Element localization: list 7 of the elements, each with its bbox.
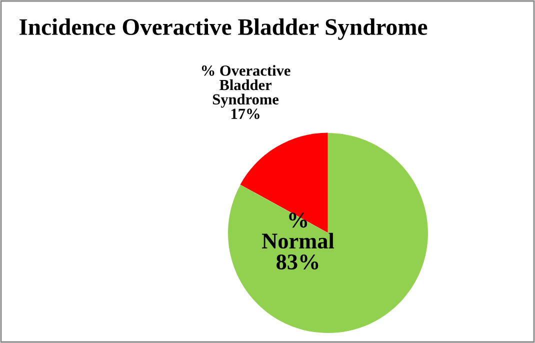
pie-slice <box>228 133 428 333</box>
slice-label: % Overactive Bladder Syndrome <box>202 65 290 108</box>
chart-title: Incidence Overactive Bladder Syndrome <box>20 18 428 40</box>
pie-slice <box>240 132 328 233</box>
data-label: 17% <box>231 108 260 120</box>
data-label: 83% <box>276 254 318 270</box>
slice-label: % Normal <box>262 212 334 249</box>
